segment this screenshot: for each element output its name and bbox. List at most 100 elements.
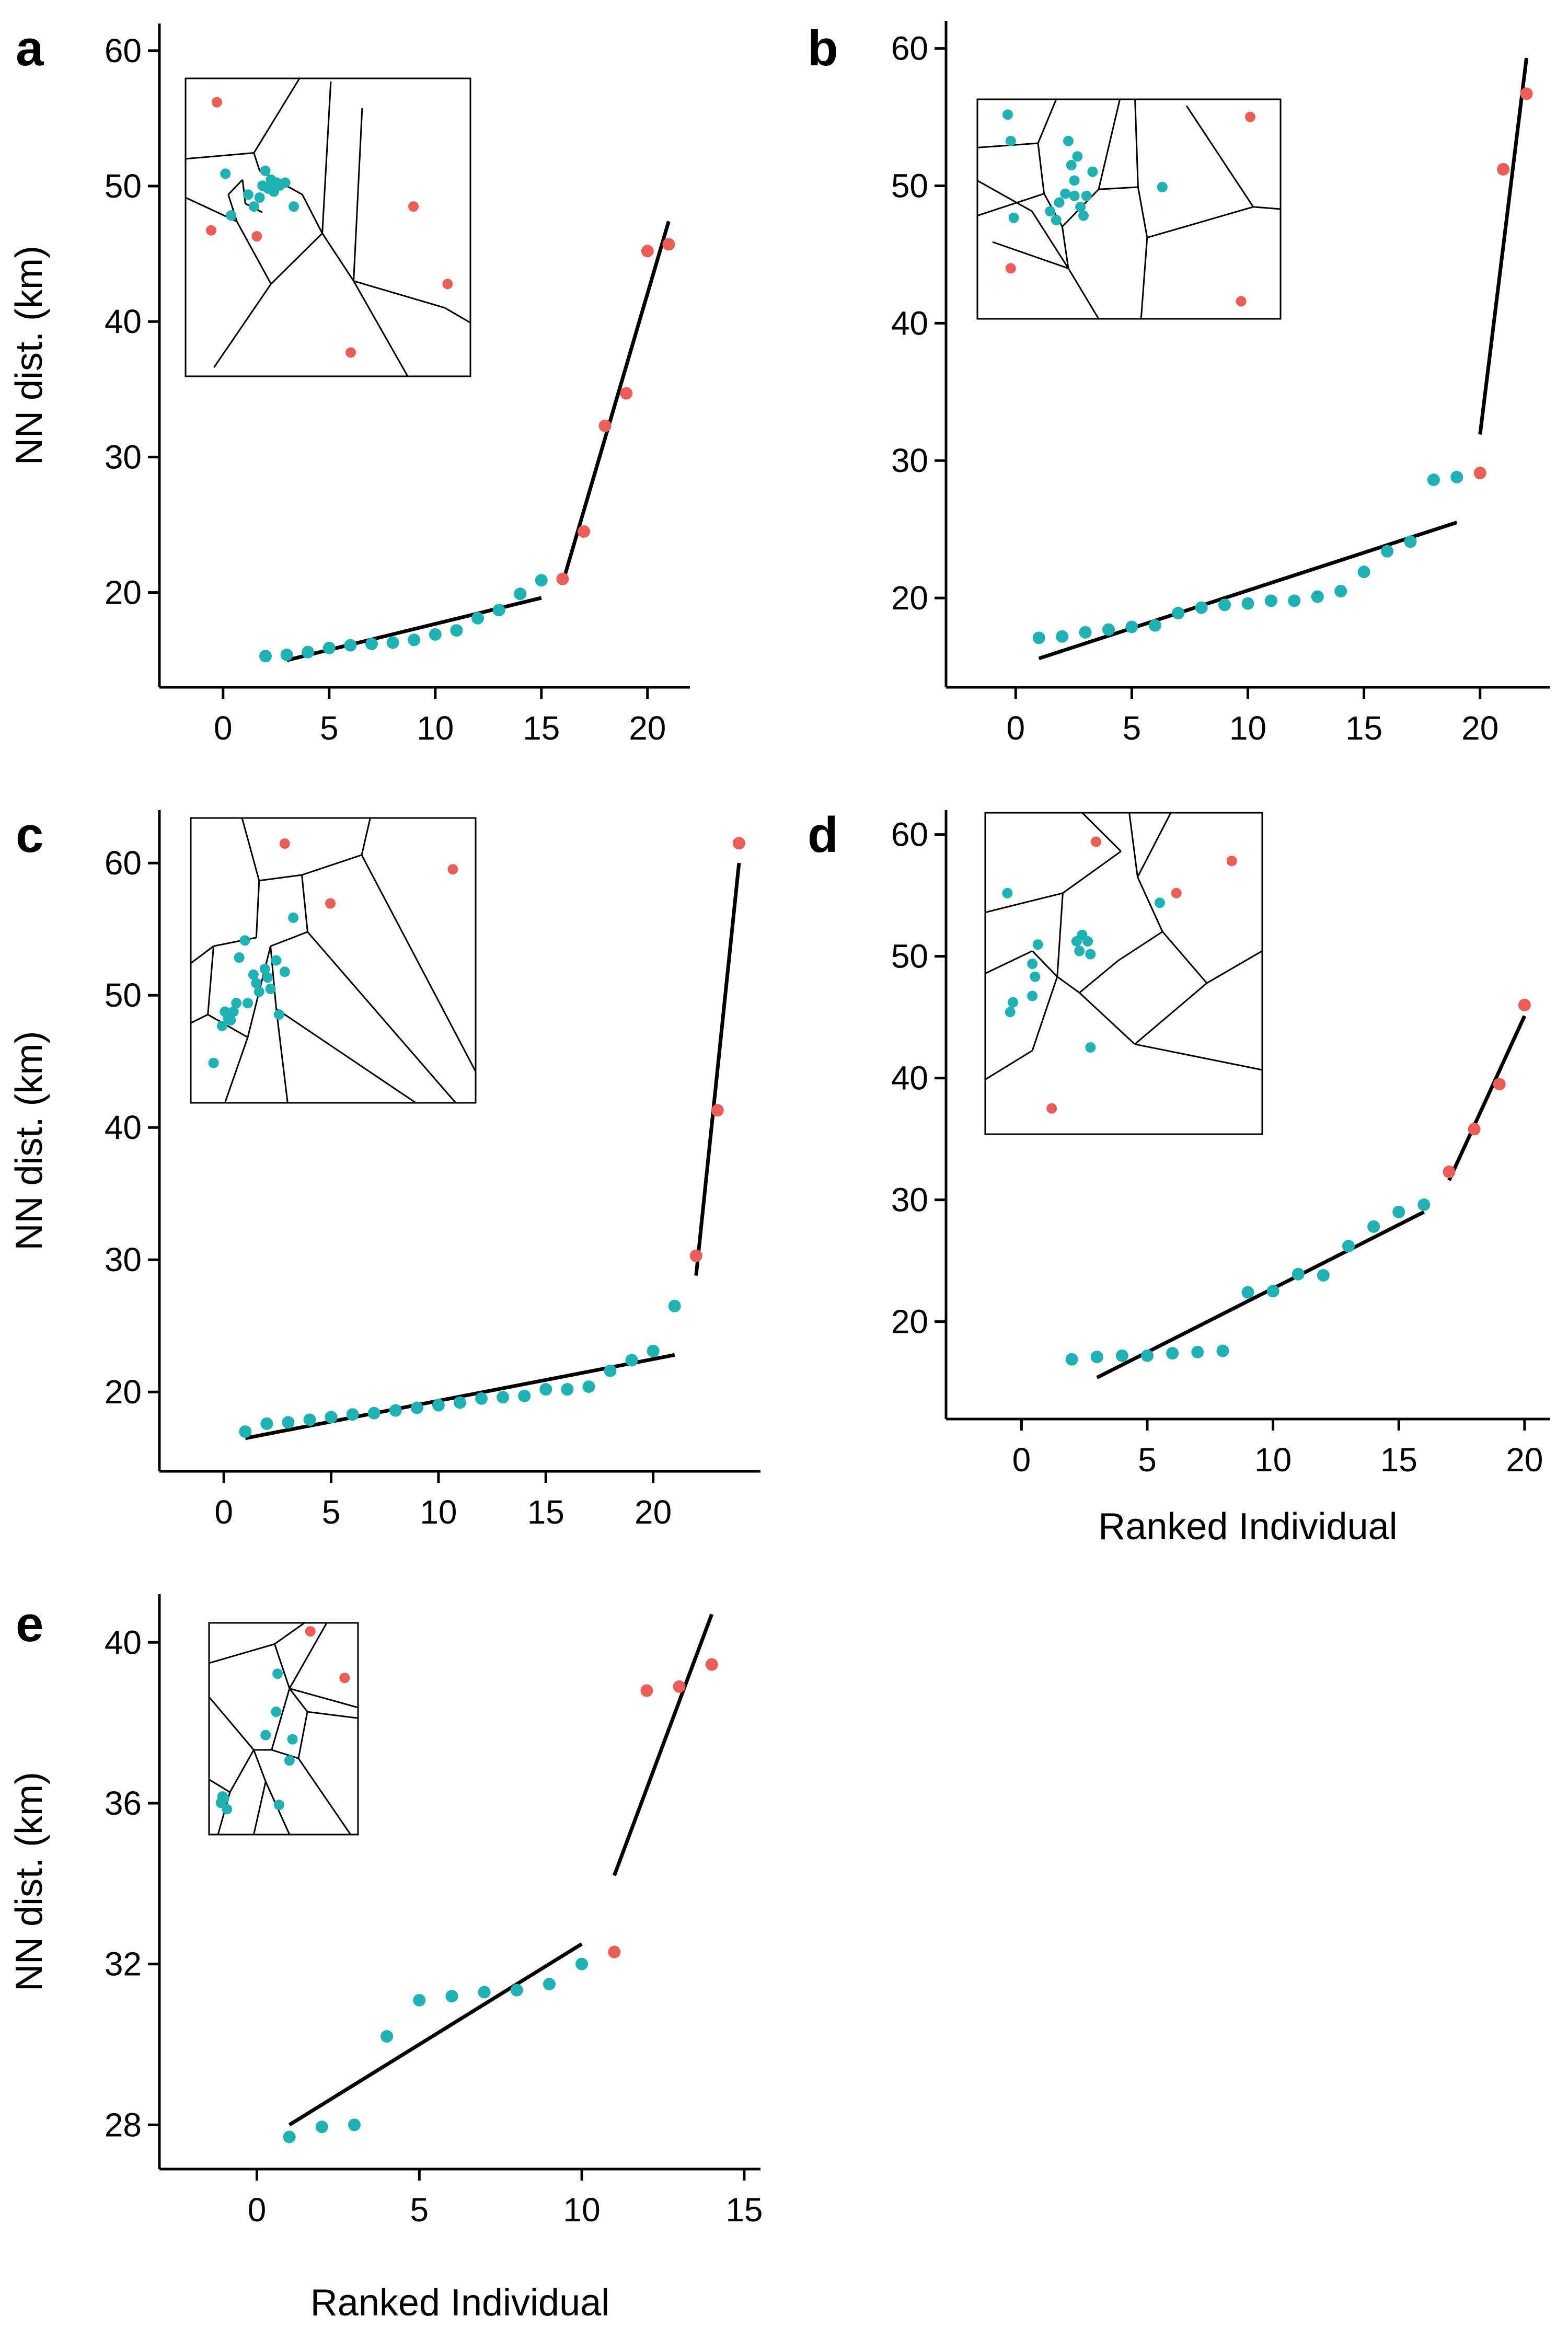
inset-point-cluster-c bbox=[259, 963, 270, 974]
voronoi-edge-e bbox=[229, 1749, 255, 1793]
voronoi-edge-d bbox=[1031, 976, 1058, 1051]
data-point-cluster-d bbox=[1191, 1345, 1204, 1358]
inset-point-outlier-c bbox=[447, 864, 458, 875]
inset-point-cluster-c bbox=[253, 986, 264, 997]
y-tick-label-d: 40 bbox=[891, 1059, 928, 1097]
x-tick-label-b: 15 bbox=[1345, 709, 1382, 747]
voronoi-edge-b bbox=[1098, 186, 1138, 190]
panel-label-e: e bbox=[16, 1596, 43, 1652]
fit-line-e-2 bbox=[612, 1613, 714, 1876]
voronoi-edge-d bbox=[1056, 893, 1064, 977]
voronoi-edge-d bbox=[1117, 931, 1163, 962]
y-tick-label-a: 50 bbox=[105, 167, 142, 205]
data-point-cluster-d bbox=[1141, 1349, 1154, 1362]
x-tick-label-b: 10 bbox=[1229, 709, 1266, 747]
voronoi-edge-d bbox=[1062, 850, 1122, 894]
y-tick-label-c: 50 bbox=[105, 976, 142, 1014]
inset-point-outlier-a bbox=[345, 347, 356, 358]
data-point-cluster-d bbox=[1166, 1347, 1179, 1360]
data-point-cluster-d bbox=[1367, 1220, 1380, 1233]
inset-map-e bbox=[208, 1622, 359, 1836]
voronoi-edge-d bbox=[1137, 812, 1172, 878]
inset-map-d bbox=[984, 812, 1263, 1135]
data-point-cluster-d bbox=[1065, 1353, 1078, 1366]
data-point-cluster-b bbox=[1381, 545, 1394, 558]
data-point-outlier-e bbox=[673, 1680, 686, 1693]
inset-point-outlier-d bbox=[1226, 856, 1237, 867]
inset-point-outlier-a bbox=[408, 201, 419, 212]
inset-point-cluster-c bbox=[228, 1006, 239, 1017]
data-point-cluster-a bbox=[302, 645, 315, 659]
inset-point-cluster-c bbox=[251, 978, 262, 989]
data-point-outlier-c bbox=[711, 1104, 724, 1117]
data-point-cluster-b bbox=[1172, 607, 1185, 620]
voronoi-edge-b bbox=[977, 193, 1045, 217]
inset-point-cluster-b bbox=[1072, 151, 1083, 162]
inset-point-cluster-a bbox=[226, 210, 237, 221]
data-point-cluster-c bbox=[346, 1408, 359, 1421]
inset-point-cluster-c bbox=[271, 955, 282, 966]
data-point-cluster-a bbox=[408, 633, 421, 647]
x-tick-label-d: 20 bbox=[1506, 1441, 1543, 1479]
voronoi-edge-b bbox=[977, 142, 1039, 148]
voronoi-edge-e bbox=[289, 1688, 308, 1713]
voronoi-edge-c bbox=[307, 931, 456, 1103]
data-point-outlier-a bbox=[598, 419, 612, 432]
inset-point-outlier-b bbox=[1236, 296, 1247, 307]
data-point-outlier-b bbox=[1520, 87, 1533, 100]
inset-point-outlier-c bbox=[325, 898, 336, 909]
data-point-cluster-d bbox=[1090, 1351, 1103, 1364]
inset-point-cluster-c bbox=[216, 1020, 227, 1031]
data-point-cluster-b bbox=[1218, 598, 1231, 612]
data-point-cluster-c bbox=[475, 1392, 488, 1405]
y-axis-title-a: NN dist. (km) bbox=[8, 246, 50, 465]
data-point-cluster-a bbox=[450, 624, 463, 637]
inset-point-cluster-c bbox=[231, 998, 242, 1009]
voronoi-edge-a bbox=[227, 179, 244, 195]
y-tick-label-d: 30 bbox=[891, 1181, 928, 1219]
data-point-cluster-d bbox=[1216, 1344, 1229, 1357]
voronoi-edge-c bbox=[302, 854, 362, 876]
data-point-cluster-a bbox=[322, 641, 336, 654]
voronoi-edge-a bbox=[253, 153, 261, 171]
inset-point-cluster-c bbox=[225, 1014, 236, 1025]
y-tick-label-b: 50 bbox=[891, 167, 928, 204]
data-point-outlier-e bbox=[705, 1658, 718, 1671]
x-tick-label-e: 15 bbox=[725, 2191, 763, 2229]
data-point-outlier-d bbox=[1518, 998, 1531, 1011]
inset-point-cluster-c bbox=[279, 966, 290, 977]
voronoi-edge-b bbox=[1061, 226, 1069, 269]
inset-point-cluster-b bbox=[1081, 190, 1092, 201]
voronoi-edge-a bbox=[302, 194, 323, 234]
inset-point-cluster-a bbox=[289, 201, 299, 212]
voronoi-edge-d bbox=[1081, 812, 1122, 852]
inset-point-cluster-e bbox=[287, 1734, 298, 1745]
inset-point-cluster-b bbox=[1069, 190, 1080, 201]
x-tick-label-c: 20 bbox=[635, 1493, 672, 1531]
voronoi-edge-d bbox=[1162, 931, 1208, 984]
inset-point-cluster-a bbox=[243, 189, 253, 200]
inset-point-cluster-b bbox=[1002, 109, 1013, 120]
voronoi-edge-b bbox=[1037, 99, 1057, 144]
voronoi-edge-d bbox=[1056, 976, 1080, 994]
inset-point-cluster-e bbox=[273, 1800, 284, 1811]
voronoi-edge-e bbox=[273, 1644, 291, 1689]
data-point-cluster-d bbox=[1292, 1267, 1305, 1281]
y-tick-label-b: 20 bbox=[891, 579, 928, 617]
inset-point-cluster-e bbox=[218, 1793, 229, 1804]
data-point-cluster-b bbox=[1241, 597, 1254, 610]
data-point-cluster-b bbox=[1450, 470, 1463, 483]
voronoi-edge-a bbox=[321, 81, 332, 234]
data-point-outlier-a bbox=[662, 238, 675, 251]
data-point-cluster-c bbox=[325, 1411, 338, 1424]
inset-point-outlier-c bbox=[279, 838, 290, 849]
data-point-cluster-b bbox=[1148, 619, 1161, 632]
inset-point-cluster-d bbox=[1008, 997, 1018, 1008]
voronoi-edge-d bbox=[1137, 877, 1163, 932]
y-axis-title-c: NN dist. (km) bbox=[8, 1031, 50, 1251]
data-point-cluster-e bbox=[348, 2118, 361, 2131]
y-tick-label-e: 28 bbox=[105, 2106, 142, 2143]
inset-point-outlier-b bbox=[1245, 111, 1255, 122]
inset-point-cluster-d bbox=[1032, 939, 1043, 950]
voronoi-edge-a bbox=[253, 78, 301, 154]
